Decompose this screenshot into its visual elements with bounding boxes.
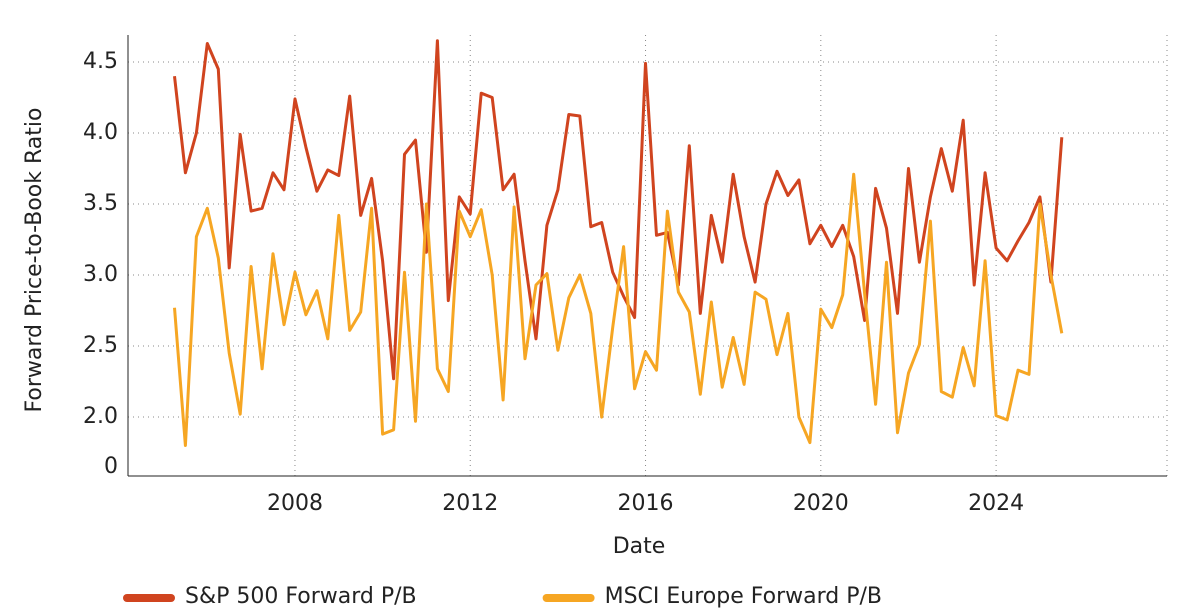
x-tick-label: 2008 <box>267 491 323 516</box>
legend-label: MSCI Europe Forward P/B <box>605 584 882 609</box>
y-axis-label: Forward Price-to-Book Ratio <box>22 108 47 413</box>
x-tick-label: 2012 <box>442 491 498 516</box>
y-tick-label: 3.0 <box>83 262 118 287</box>
x-axis-label: Date <box>613 534 666 559</box>
y-tick-label: 2.5 <box>83 333 118 358</box>
x-tick-label: 2024 <box>968 491 1024 516</box>
series-line <box>173 39 1064 381</box>
y-tick-label: 0 <box>104 454 118 479</box>
legend-label: S&P 500 Forward P/B <box>185 584 417 609</box>
y-tick-label: 3.5 <box>83 191 118 216</box>
x-tick-label: 2020 <box>793 491 849 516</box>
x-tick-label: 2016 <box>618 491 674 516</box>
y-tick-label: 2.0 <box>83 404 118 429</box>
y-tick-label: 4.5 <box>83 49 118 74</box>
series-line <box>173 172 1064 447</box>
y-tick-label: 4.0 <box>83 120 118 145</box>
